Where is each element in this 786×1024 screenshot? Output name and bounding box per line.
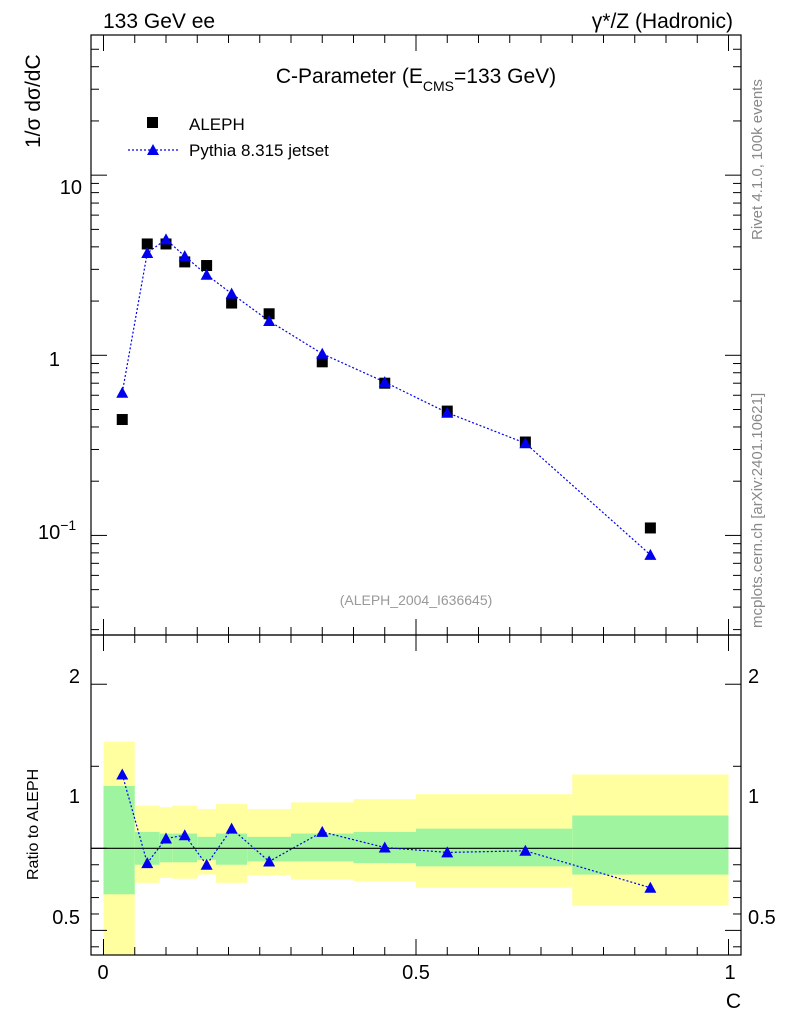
ytick-label-1: 1 [49,349,60,371]
data-point-aleph [141,238,153,250]
data-point-pythia [441,406,454,418]
ratio-ytick-label-right-0.5: 0.5 [748,907,776,929]
main-title-rest: =133 GeV) [454,65,556,88]
ratio-ticks [91,635,741,955]
xtick-label-0: 0 [97,962,108,984]
ratio-ylabel: Ratio to ALEPH [25,769,42,880]
ratio-point-pythia [116,768,129,780]
data-point-aleph [179,256,191,268]
main-title-sub: CMS [423,78,454,94]
ratio-panel: Ratio to ALEPH 2 1 0.5 2 1 0.5 0 0.5 1 C [25,634,776,1013]
ratio-point-pythia [644,881,657,893]
data-point-pythia [200,268,213,280]
data-point-pythia [316,347,329,359]
legend-marker-aleph [147,117,158,128]
xtick-label-1: 1 [724,962,735,984]
x-axis-label: C [726,990,741,1013]
ratio-band-inner [103,785,135,895]
mcplots-label: mcplots.cern.ch [arXiv:2401.10621] [749,393,766,628]
ratio-band-inner [572,815,729,875]
header-right: γ*/Z (Hadronic) [592,10,733,33]
ratio-point-pythia [378,841,391,853]
ratio-point-pythia [316,825,329,837]
ratio-ytick-label-left-0.5: 0.5 [52,907,80,929]
data-point-pythia [116,386,129,398]
data-point-pythia [644,548,657,560]
ratio-ytick-label-left-1: 1 [69,786,80,808]
ytick-label-0.1: 10−1 [38,517,76,544]
ratio-point-pythia [141,857,154,869]
main-watermark: (ALEPH_2004_I636645) [340,592,493,608]
data-point-pythia [225,287,238,299]
legend-marker-pythia [147,144,159,155]
data-point-pythia [160,233,172,245]
data-point-pythia [378,376,391,388]
ratio-point-pythia [200,858,213,870]
ytick-label-10: 10 [60,177,82,199]
ratio-band-inner [291,833,354,862]
data-point-pythia [178,250,191,262]
ytick-label-0.1-exp: −1 [60,517,76,533]
ratio-ytick-label-left-2: 2 [69,666,80,688]
data-point-pythia [141,246,154,258]
data-point-aleph [116,414,128,426]
rivet-label: Rivet 4.1.0, 100k events [749,79,766,240]
main-title: C-Parameter (ECMS=133 GeV) [276,65,556,94]
main-panel: C-Parameter (ECMS=133 GeV) 1/σ dσ/dC 1 1… [22,34,742,636]
ratio-band-inner [216,833,248,865]
main-ylabel: 1/σ dσ/dC [22,54,45,148]
ratio-point-pythia [441,846,454,858]
data-point-pythia [263,315,276,327]
data-point-aleph [316,356,328,368]
main-ticks [91,34,741,635]
legend-label-aleph: ALEPH [189,115,245,134]
data-point-aleph [644,522,656,534]
ratio-point-pythia [519,844,532,856]
legend-label-pythia: Pythia 8.315 jetset [189,141,329,160]
xtick-label-0.5: 0.5 [402,962,430,984]
ratio-point-pythia [160,832,172,844]
legend: ALEPH Pythia 8.315 jetset [128,115,329,160]
ratio-point-pythia [178,829,191,841]
data-point-aleph [226,297,238,309]
ratio-point-pythia [225,822,238,834]
main-series-layer [116,233,657,560]
series-line-pythia [121,238,651,556]
ratio-series-layer [116,768,657,893]
ratio-ytick-label-right-1: 1 [748,786,759,808]
data-point-aleph [201,260,213,272]
ratio-point-pythia [263,855,276,867]
ratio-ytick-label-right-2: 2 [748,666,759,688]
data-point-pythia [519,437,532,449]
header-left: 133 GeV ee [103,10,215,33]
data-point-aleph [263,308,275,320]
